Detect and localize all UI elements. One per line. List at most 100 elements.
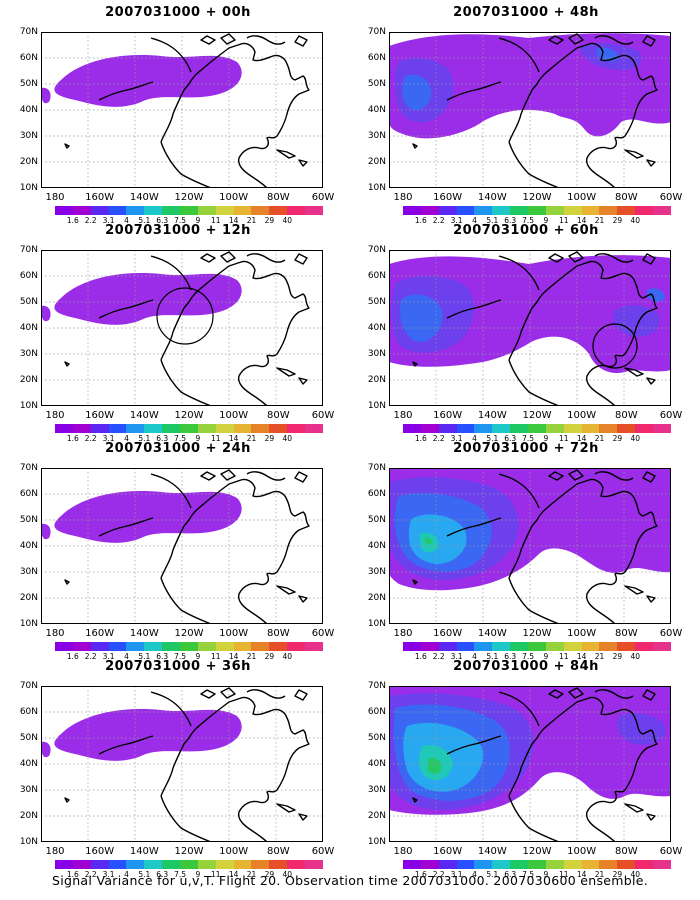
- map-frame: [389, 32, 671, 188]
- latitude-label: 30N: [367, 567, 386, 577]
- colorbar-label: 3.1: [450, 216, 463, 225]
- colorbar-swatch: [305, 642, 323, 651]
- colorbar: [55, 424, 323, 433]
- map-canvas: [389, 32, 671, 188]
- longitude-label: 120W: [174, 192, 204, 203]
- colorbar-swatch: [72, 860, 91, 869]
- colorbar-swatch: [438, 206, 457, 215]
- variance-contour-fill: [41, 741, 51, 758]
- variance-contour-fill: [399, 294, 443, 342]
- colorbar-swatch: [545, 860, 564, 869]
- colorbar-label: 5.1: [138, 870, 151, 879]
- longitude-label: 60W: [659, 846, 683, 857]
- colorbar-swatch: [162, 642, 181, 651]
- longitude-label: 120W: [522, 846, 552, 857]
- colorbar-swatch: [162, 424, 181, 433]
- colorbar-swatch: [126, 860, 145, 869]
- longitude-label: 100W: [567, 846, 597, 857]
- colorbar-label: 9: [195, 216, 201, 225]
- colorbar-swatch: [197, 860, 216, 869]
- map-canvas: [41, 32, 323, 188]
- latitude-label: 10N: [367, 619, 386, 629]
- colorbar-label: 21: [594, 434, 605, 443]
- colorbar-label: 1.6: [66, 870, 79, 879]
- coastline: [64, 33, 310, 188]
- longitude-label: 80W: [267, 192, 290, 203]
- colorbar-label: 40: [282, 652, 293, 661]
- colorbar-swatch: [474, 860, 493, 869]
- longitude-label: 120W: [174, 846, 204, 857]
- colorbar-label: 2.2: [84, 434, 97, 443]
- longitude-label: 120W: [522, 192, 552, 203]
- colorbar-label: 3.1: [102, 870, 115, 879]
- colorbar-swatch: [403, 424, 421, 433]
- latitude-label: 30N: [367, 349, 386, 359]
- latitude-label: 20N: [367, 375, 386, 385]
- longitude-label: 80W: [615, 628, 638, 639]
- latitude-label: 40N: [19, 105, 38, 115]
- colorbar-label: 2.2: [432, 216, 445, 225]
- latitude-label: 40N: [19, 759, 38, 769]
- map-frame: [389, 468, 671, 624]
- latitude-label: 20N: [367, 811, 386, 821]
- latitude-label: 10N: [367, 401, 386, 411]
- colorbar-swatch: [197, 642, 216, 651]
- colorbar-swatch: [215, 424, 234, 433]
- colorbar-swatch: [287, 642, 306, 651]
- colorbar-swatch: [563, 424, 582, 433]
- map-panel: 2007031000 + 72h 70N 60N 50N 40N 30N 20N 10N 180…: [356, 441, 696, 661]
- colorbar: [403, 860, 671, 869]
- colorbar-swatch: [180, 206, 198, 215]
- longitude-label: 180: [393, 410, 413, 421]
- latitude-label: 50N: [19, 515, 38, 525]
- colorbar-swatch: [403, 642, 421, 651]
- longitude-label: 80W: [267, 628, 290, 639]
- colorbar-label: 40: [282, 870, 293, 879]
- colorbar-swatch: [474, 206, 493, 215]
- map-panel: 2007031000 + 36h 70N 60N 50N 40N 30N 20N 10N 180…: [8, 659, 348, 879]
- latitude-label: 70N: [367, 463, 386, 473]
- colorbar-label: 7.5: [522, 870, 535, 879]
- colorbar-label: 9: [195, 434, 201, 443]
- colorbar-label: 9: [543, 434, 549, 443]
- latitude-label: 30N: [19, 567, 38, 577]
- colorbar-label: 40: [282, 434, 293, 443]
- colorbar-label: 21: [246, 434, 257, 443]
- map-canvas: [389, 686, 671, 842]
- latitude-label: 60N: [367, 53, 386, 63]
- longitude-label: 160W: [85, 410, 115, 421]
- latitude-label: 60N: [19, 271, 38, 281]
- coastline: [64, 687, 310, 842]
- colorbar-label: 4: [124, 216, 129, 225]
- variance-contour-fill: [647, 288, 665, 302]
- latitude-label: 40N: [367, 759, 386, 769]
- coastline: [64, 251, 310, 406]
- variance-contour-fill: [616, 713, 666, 746]
- longitude-label: 120W: [174, 410, 204, 421]
- longitude-label: 180: [393, 846, 413, 857]
- colorbar-swatch: [197, 206, 216, 215]
- colorbar-label: 2.2: [432, 870, 445, 879]
- colorbar-swatch: [126, 424, 145, 433]
- longitude-label: 60W: [311, 410, 335, 421]
- colorbar-swatch: [438, 860, 457, 869]
- colorbar-label: 5.1: [486, 870, 499, 879]
- latitude-label: 70N: [367, 245, 386, 255]
- colorbar-label: 5.1: [138, 434, 151, 443]
- colorbar-label: 29: [612, 652, 623, 661]
- coastline: [412, 687, 658, 842]
- longitude-label: 180: [393, 628, 413, 639]
- colorbar-swatch: [233, 206, 252, 215]
- colorbar: [403, 206, 671, 215]
- colorbar-label: 3.1: [450, 434, 463, 443]
- colorbar-swatch: [215, 206, 234, 215]
- colorbar-swatch: [456, 424, 475, 433]
- longitude-label: 80W: [267, 846, 290, 857]
- latitude-label: 40N: [19, 323, 38, 333]
- colorbar-swatch: [653, 206, 671, 215]
- map-panel: 2007031000 + 00h 70N 60N 50N 40N 30N 20N 10N 180…: [8, 5, 348, 225]
- latitude-label: 20N: [19, 375, 38, 385]
- longitude-label: 140W: [129, 410, 159, 421]
- colorbar-swatch: [492, 206, 511, 215]
- colorbar-swatch: [287, 206, 306, 215]
